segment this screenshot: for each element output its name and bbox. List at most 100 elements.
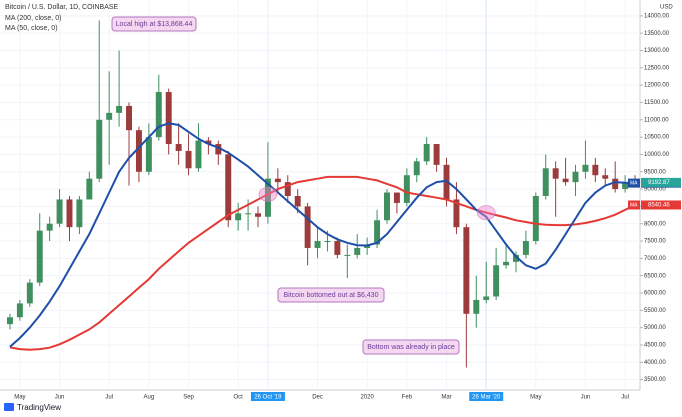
y-tick-label: 6000.00 (644, 291, 666, 297)
y-tick-label: 6500.00 (644, 273, 666, 279)
x-tick-label: Jun (55, 395, 65, 401)
candle-body (175, 144, 182, 151)
candle-body (304, 206, 311, 248)
candle-body (165, 92, 172, 145)
y-tick-label: 12000.00 (644, 83, 670, 89)
candle-body (602, 175, 609, 179)
annotation: Local high at $13,868.44 Bitcoin bottome… (111, 16, 460, 355)
y-tick-label: 7500.00 (644, 239, 666, 245)
candle-body (374, 220, 381, 245)
candle-body (145, 137, 152, 172)
x-tick-label: May (14, 395, 25, 401)
candle-body (354, 247, 361, 255)
candle-body (443, 164, 450, 200)
chart-title: Bitcoin / U.S. Dollar, 1D, COINBASE (5, 4, 119, 11)
highlight-ellipse (476, 205, 496, 220)
candle-body (483, 296, 490, 300)
y-tick-label: 13500.00 (644, 31, 670, 37)
currency-label: USD (660, 5, 673, 11)
annotation-text: Bottom was already in place (367, 344, 455, 351)
candle-body (592, 164, 599, 176)
annotation-box (277, 287, 385, 303)
price-badge-name: MA (630, 180, 638, 186)
legend-entry: MA (200, close, 0) (5, 15, 61, 22)
candle-body (622, 182, 629, 190)
candle-body (76, 199, 83, 228)
y-tick-label: 4500.00 (644, 343, 666, 349)
legend-entry: MA (50, close, 0) (5, 25, 58, 32)
x-tick-label: Dec (312, 395, 323, 401)
y-tick-label: 12500.00 (644, 65, 670, 71)
candle-body (205, 140, 212, 145)
candle-body (522, 241, 529, 255)
candle-body (225, 154, 232, 221)
candle-body (552, 168, 559, 179)
candle-body (294, 196, 301, 207)
brand-logo (4, 403, 14, 411)
candle-body (56, 199, 63, 224)
price-badge (641, 177, 681, 187)
y-tick-label: 11000.00 (644, 117, 669, 123)
candle-body (126, 105, 132, 131)
x-tick-label: Jun (581, 395, 591, 401)
candle-body (106, 112, 113, 120)
price-badge-name: MA (630, 202, 638, 208)
y-tick-label: 5000.00 (644, 325, 666, 331)
candle-body (284, 182, 291, 196)
candle-body (36, 230, 43, 283)
x-tick-label: 26 Mar '20 (472, 395, 501, 401)
candle-body (582, 164, 589, 172)
candle-body (433, 144, 440, 165)
candle-body (334, 241, 341, 255)
x-tick-label: Jul (105, 395, 113, 401)
candle-body (513, 254, 519, 262)
x-tick-label: May (530, 395, 541, 401)
candle-body (572, 171, 579, 183)
y-tick-label: 14000.00 (644, 13, 670, 19)
candle-body (463, 227, 470, 314)
candle-body (66, 199, 73, 228)
annotation-text: Local high at $13,868.44 (116, 21, 193, 28)
x-tick-label: Sep (183, 395, 194, 401)
x-tick-label: Feb (402, 395, 413, 401)
candle-body (473, 299, 480, 314)
candle-body (503, 261, 510, 266)
candle-body (245, 213, 252, 215)
candle-body (255, 213, 261, 217)
y-tick-label: 4000.00 (644, 360, 666, 366)
x-tick-label: 26 Oct '19 (254, 395, 282, 401)
candle-body (215, 144, 222, 155)
x-tick-label: Aug (144, 395, 155, 401)
x-label-box (469, 392, 504, 401)
candle-body (116, 105, 123, 113)
moving-average-line (9, 175, 636, 351)
candle-body (6, 317, 13, 325)
x-tick-label: Jul (621, 395, 629, 401)
candle-body (532, 196, 539, 242)
y-tick-label: 9500.00 (644, 169, 666, 175)
candle-body (403, 175, 410, 203)
candle-body (423, 144, 430, 162)
candle-body (324, 241, 331, 243)
candle-body (542, 168, 549, 196)
y-tick-label: 13000.00 (644, 48, 670, 54)
candle-body (135, 130, 142, 172)
price-badge-tag (628, 200, 640, 210)
candle-body (155, 92, 162, 138)
x-tick-label: 2020 (360, 395, 374, 401)
candle-body (46, 223, 53, 231)
candle-body (195, 140, 202, 169)
candle-body (264, 178, 271, 217)
price-badge-tag (628, 178, 640, 188)
candle-body (235, 213, 242, 221)
candle-body (96, 119, 103, 179)
x-label-box (250, 392, 285, 401)
y-tick-label: 9000.00 (644, 187, 666, 193)
y-tick-label: 10000.00 (644, 152, 670, 158)
y-tick-label: 10500.00 (644, 135, 670, 141)
candle-body (493, 265, 500, 297)
annotation-box (362, 339, 460, 355)
brand-name: TradingView (17, 403, 61, 412)
y-tick-label: 3500.00 (644, 377, 666, 383)
